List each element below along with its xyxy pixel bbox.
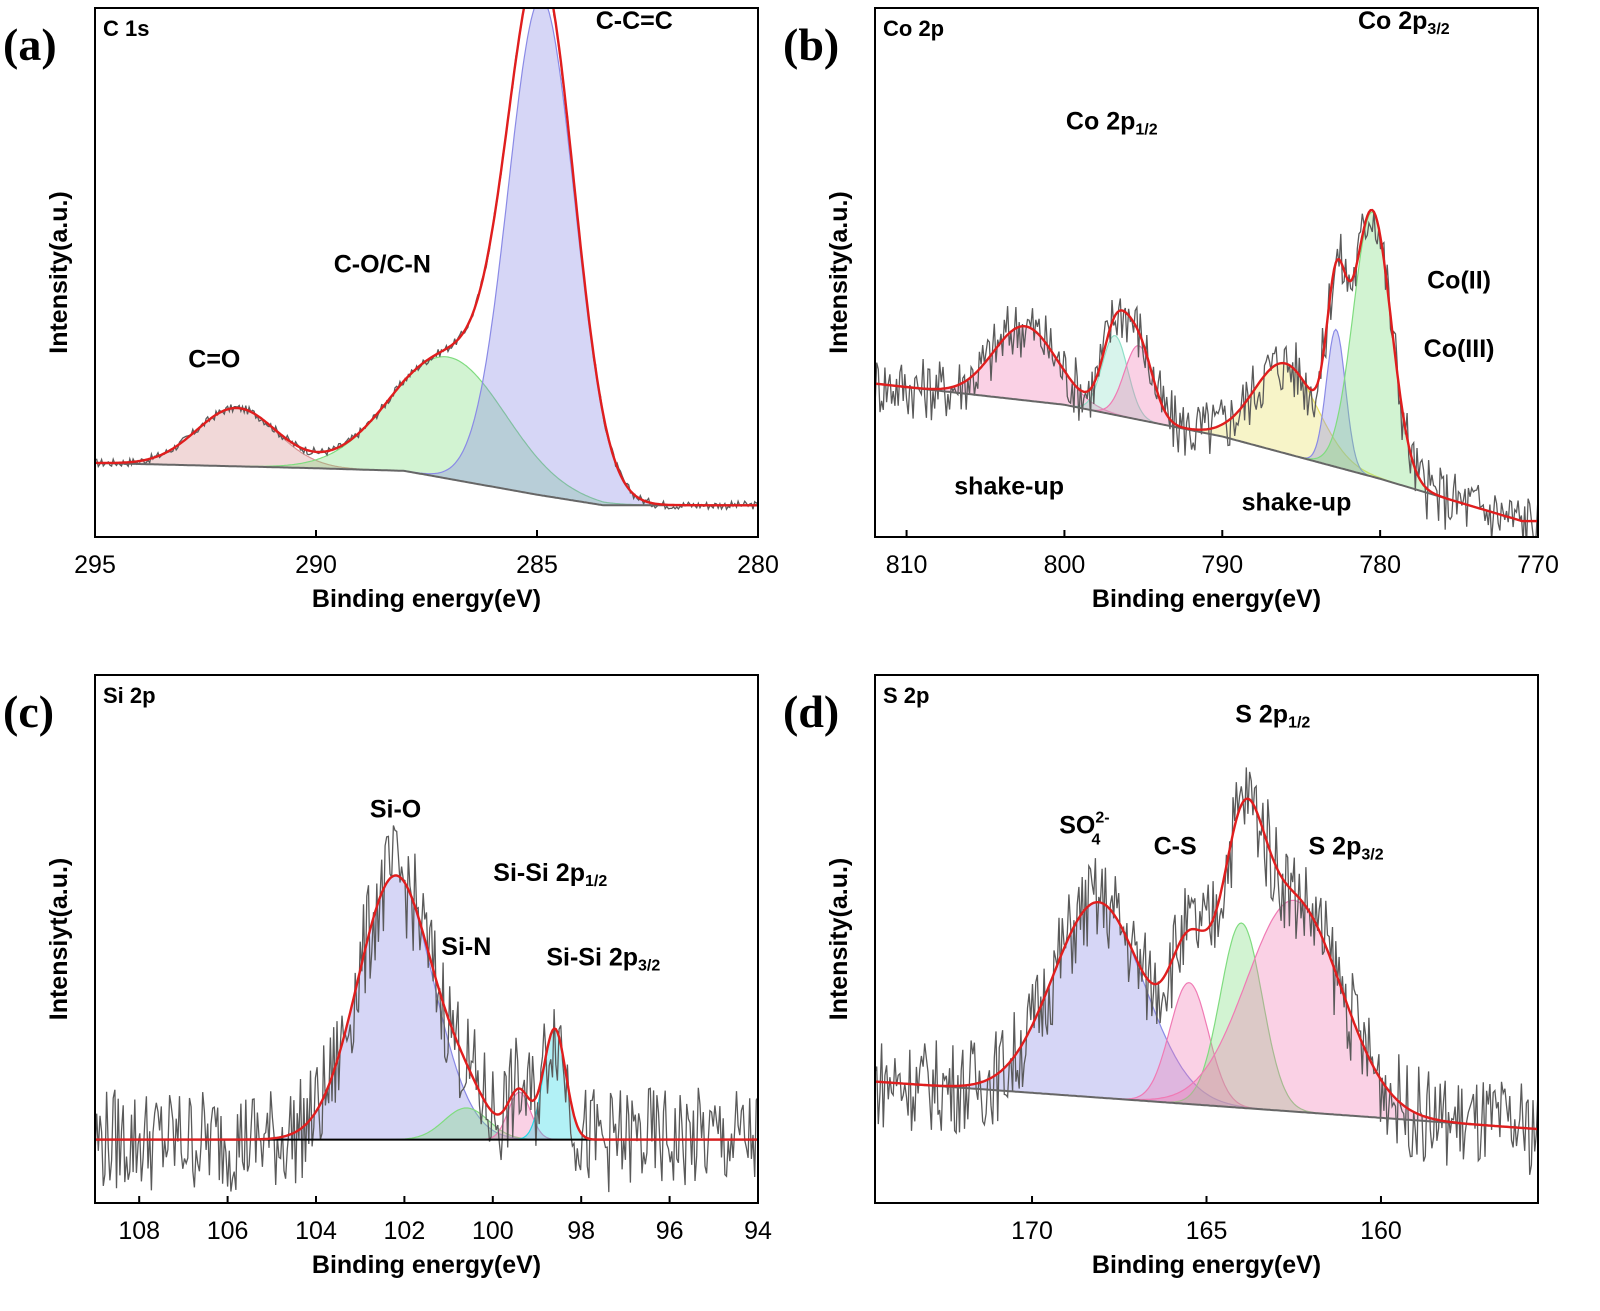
peak-fill-5 (875, 212, 1538, 522)
panel-label: (b) (783, 19, 839, 70)
peak-annotation: Si-Si 2p1/2 (493, 859, 607, 890)
x-tick-label: 285 (516, 551, 558, 579)
peak-annotation: SO2-4 (1059, 809, 1109, 848)
x-axis-label: Binding energy(eV) (312, 585, 541, 613)
peak-fill-3 (875, 900, 1538, 1130)
peak-annotation: Si-Si 2p3/2 (546, 943, 660, 974)
envelope-line (95, 8, 758, 507)
x-tick-label: 810 (886, 551, 928, 579)
x-tick-label: 290 (295, 551, 337, 579)
x-tick-label: 98 (567, 1217, 595, 1245)
peak-annotation: shake-up (954, 473, 1064, 501)
peak-annotation: S 2p1/2 (1235, 701, 1310, 732)
peak-annotation: Co 2p3/2 (1358, 7, 1450, 38)
panel-title: Co 2p (883, 16, 944, 41)
y-axis-label: Intensiyt(a.u.) (45, 858, 73, 1021)
peak-annotation: Co(III) (1424, 335, 1495, 363)
plot-frame (94, 674, 759, 1204)
panel-label: (a) (3, 19, 57, 70)
x-tick-label: 96 (656, 1217, 684, 1245)
envelope-line (875, 208, 1538, 523)
x-tick-label: 280 (737, 551, 779, 579)
x-axis-label: Binding energy(eV) (312, 1251, 541, 1279)
baseline-line (95, 461, 758, 507)
peak-annotation: C-S (1154, 833, 1197, 861)
baseline-line (875, 382, 1538, 523)
x-tick-label: 160 (1360, 1217, 1402, 1245)
peak-annotation: shake-up (1242, 489, 1352, 517)
panel-label: (c) (3, 686, 54, 737)
x-tick-label: 94 (744, 1217, 772, 1245)
peak-annotation: S 2p3/2 (1309, 833, 1384, 864)
peak-fill-0 (875, 902, 1538, 1130)
x-tick-label: 800 (1044, 551, 1086, 579)
x-tick-label: 295 (74, 551, 116, 579)
y-axis-label: Intensity(a.u.) (825, 858, 853, 1021)
x-tick-label: 790 (1201, 551, 1243, 579)
panel-title: C 1s (103, 16, 149, 41)
panel-s2p: 170 165 160 Binding energy(eV) Intensity(a.u… (783, 674, 1539, 1279)
peak-fill-0 (95, 408, 758, 506)
envelope-line (875, 797, 1538, 1131)
peak-fill-2 (875, 923, 1538, 1130)
plot-area (875, 767, 1538, 1175)
plot-area (95, 825, 758, 1193)
envelope-line (95, 874, 758, 1141)
x-tick-label: 106 (207, 1217, 249, 1245)
x-tick-label: 780 (1359, 551, 1401, 579)
y-axis-label: Intensity(a.u.) (45, 191, 73, 354)
plot-frame (94, 7, 759, 538)
raw-data-line (875, 767, 1538, 1175)
peak-annotation: C-C=C (596, 7, 673, 35)
panel-title: Si 2p (103, 683, 156, 708)
peak-annotation: Si-O (370, 796, 421, 824)
peak-fill-1 (95, 356, 758, 506)
x-tick-label: 108 (118, 1217, 160, 1245)
panel-co2p: 810 800 790 780 770 Binding energy(eV) Intensi… (783, 7, 1559, 613)
panel-c1s: 295 290 285 280 Binding energy(eV) Intensity(… (3, 7, 779, 613)
panel-label: (d) (783, 686, 839, 737)
baseline-line (875, 1080, 1538, 1131)
x-tick-label: 100 (472, 1217, 514, 1245)
x-tick-label: 102 (384, 1217, 426, 1245)
panel-title: S 2p (883, 683, 929, 708)
plot-area (95, 8, 758, 511)
x-tick-label: 770 (1517, 551, 1559, 579)
peak-fill-0 (95, 875, 758, 1140)
y-axis-label: Intensity(a.u.) (825, 191, 853, 354)
panel-si2p: 108 106 104 102 100 98 96 94 Binding energy(eV) I… (3, 674, 772, 1279)
x-axis-label: Binding energy(eV) (1092, 585, 1321, 613)
plot-area (875, 208, 1538, 537)
x-axis-label: Binding energy(eV) (1092, 1251, 1321, 1279)
peak-annotation: Co 2p1/2 (1066, 108, 1158, 139)
peak-annotation: C=O (188, 346, 240, 374)
raw-data-line (875, 211, 1538, 537)
x-tick-label: 170 (1011, 1217, 1053, 1245)
peak-annotation: Co(II) (1427, 266, 1491, 294)
peak-annotation: C-O/C-N (334, 251, 431, 279)
x-tick-label: 165 (1186, 1217, 1228, 1245)
peak-fill-0 (875, 326, 1538, 522)
raw-data-line (95, 825, 758, 1193)
plot-frame (874, 7, 1539, 538)
x-tick-label: 104 (295, 1217, 337, 1245)
peak-fill-1 (875, 982, 1538, 1130)
peak-fill-2 (95, 8, 758, 506)
peak-annotation: Si-N (441, 933, 491, 961)
